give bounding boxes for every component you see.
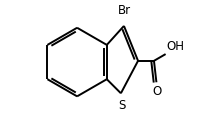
Text: S: S (118, 99, 125, 112)
Text: Br: Br (117, 4, 131, 17)
Text: O: O (153, 85, 162, 98)
Text: OH: OH (167, 40, 185, 53)
